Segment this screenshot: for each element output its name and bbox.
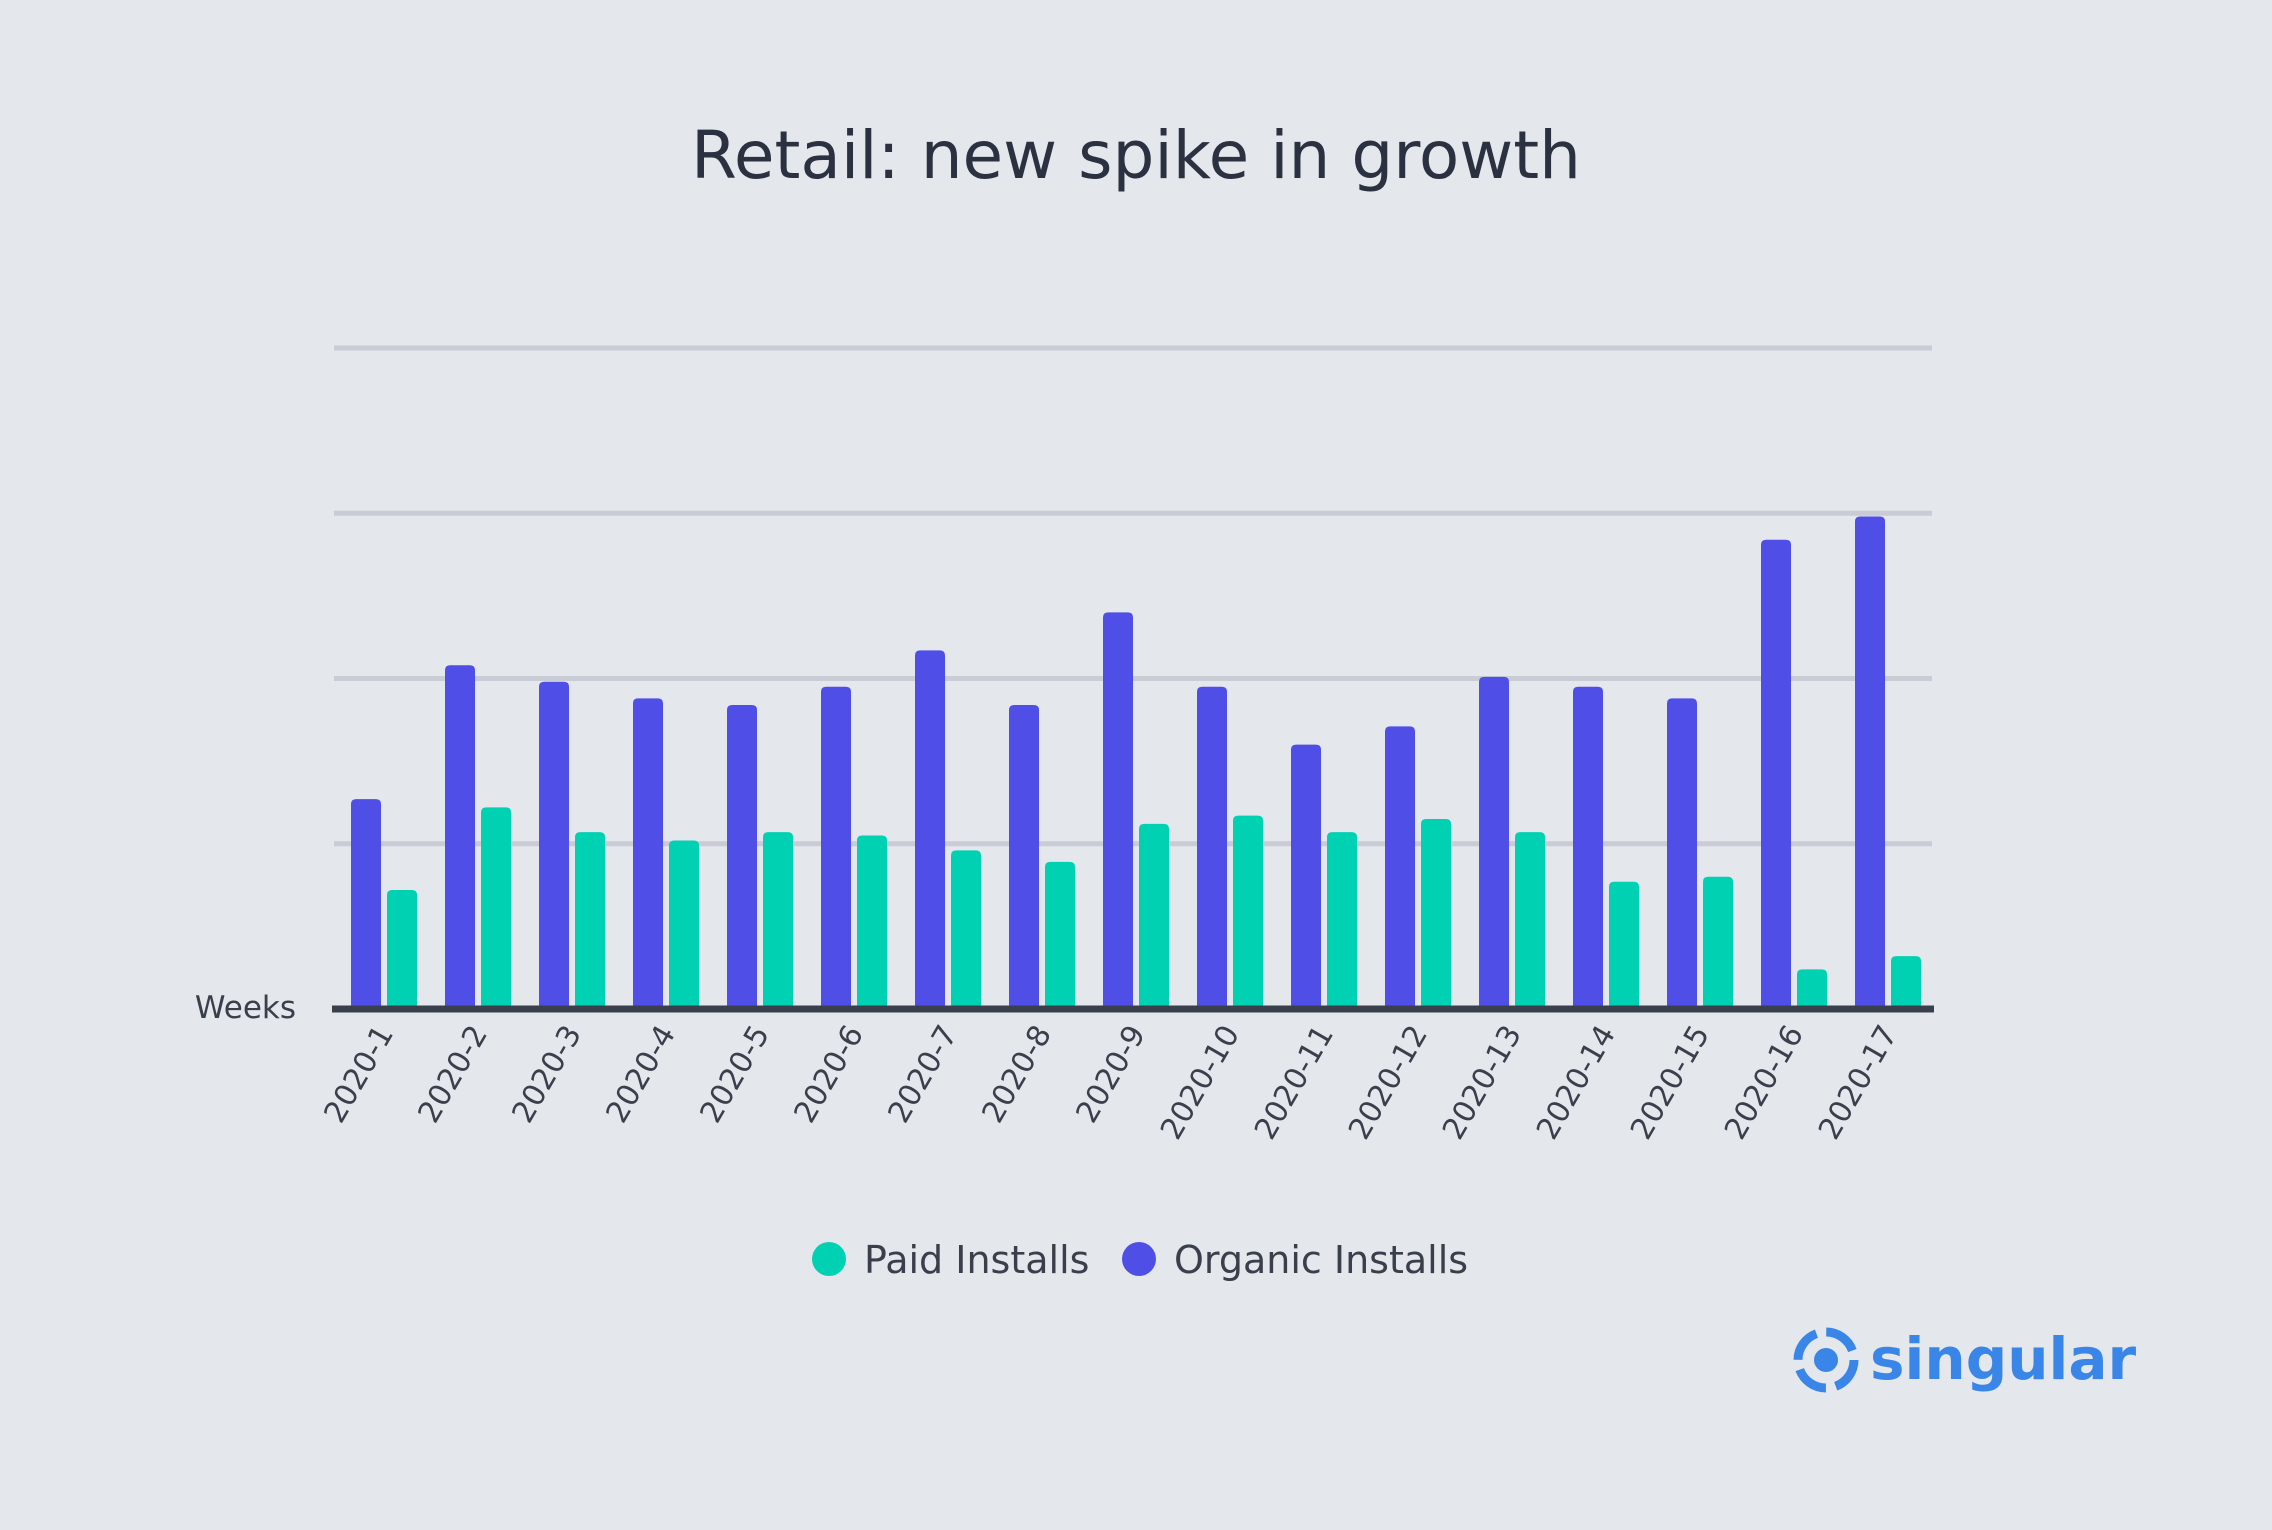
x-tick-label: 2020-16 xyxy=(1718,1020,1811,1146)
bar-organic-installs-2020-15 xyxy=(1667,698,1697,1009)
bar-paid-installs-2020-1 xyxy=(387,890,417,1009)
bar-organic-installs-2020-3 xyxy=(539,681,569,1009)
bar-paid-installs-2020-14 xyxy=(1609,881,1639,1009)
x-tick-label: 2020-8 xyxy=(975,1020,1058,1130)
bar-paid-installs-2020-13 xyxy=(1515,832,1545,1009)
x-tick-label: 2020-14 xyxy=(1530,1020,1623,1146)
x-tick-label: 2020-13 xyxy=(1436,1020,1529,1146)
bar-paid-installs-2020-10 xyxy=(1233,815,1263,1009)
x-tick-label: 2020-17 xyxy=(1812,1020,1905,1146)
bar-organic-installs-2020-2 xyxy=(445,665,475,1009)
bar-paid-installs-2020-3 xyxy=(575,832,605,1009)
bar-paid-installs-2020-4 xyxy=(669,840,699,1009)
x-tick-label: 2020-12 xyxy=(1342,1020,1435,1146)
x-tick-label: 2020-5 xyxy=(693,1020,776,1130)
bar-paid-installs-2020-9 xyxy=(1139,823,1169,1009)
bar-paid-installs-2020-8 xyxy=(1045,861,1075,1009)
bars xyxy=(351,516,1921,1009)
bar-paid-installs-2020-11 xyxy=(1327,832,1357,1009)
x-tick-labels: 2020-1 2020-2 2020-3 2020-4 2020-5 2020-6 2020… xyxy=(317,1020,1904,1146)
legend-swatch-paid-installs xyxy=(812,1242,846,1276)
bar-organic-installs-2020-12 xyxy=(1385,726,1415,1009)
bar-paid-installs-2020-12 xyxy=(1421,818,1451,1009)
bar-paid-installs-2020-15 xyxy=(1703,876,1733,1009)
bar-organic-installs-2020-9 xyxy=(1103,612,1133,1009)
bar-organic-installs-2020-11 xyxy=(1291,744,1321,1009)
x-tick-label: 2020-15 xyxy=(1624,1020,1717,1146)
bar-organic-installs-2020-1 xyxy=(351,799,381,1009)
x-tick-label: 2020-6 xyxy=(787,1020,870,1130)
bar-organic-installs-2020-6 xyxy=(821,686,851,1009)
legend-swatch-organic-installs xyxy=(1122,1242,1156,1276)
bar-paid-installs-2020-17 xyxy=(1891,956,1921,1009)
bar-organic-installs-2020-10 xyxy=(1197,686,1227,1009)
bar-paid-installs-2020-6 xyxy=(857,835,887,1009)
bar-organic-installs-2020-8 xyxy=(1009,704,1039,1009)
bar-paid-installs-2020-5 xyxy=(763,832,793,1009)
x-tick-label: 2020-11 xyxy=(1248,1020,1341,1146)
x-tick-label: 2020-3 xyxy=(505,1020,588,1130)
bar-organic-installs-2020-13 xyxy=(1479,676,1509,1009)
bar-paid-installs-2020-7 xyxy=(951,850,981,1009)
legend-label-organic-installs: Organic Installs xyxy=(1174,1238,1468,1282)
chart-title: Retail: new spike in growth xyxy=(691,117,1581,194)
bar-organic-installs-2020-5 xyxy=(727,704,757,1009)
bar-paid-installs-2020-16 xyxy=(1797,969,1827,1009)
x-tick-label: 2020-7 xyxy=(881,1020,964,1130)
bar-paid-installs-2020-2 xyxy=(481,807,511,1009)
bar-organic-installs-2020-17 xyxy=(1855,516,1885,1009)
bar-organic-installs-2020-16 xyxy=(1761,539,1791,1009)
x-tick-label: 2020-10 xyxy=(1154,1020,1247,1146)
bar-organic-installs-2020-7 xyxy=(915,650,945,1009)
x-tick-label: 2020-1 xyxy=(317,1020,400,1130)
brand-name: singular xyxy=(1870,1325,2137,1393)
brand-logo: singular xyxy=(1793,1325,2137,1393)
legend: Paid Installs Organic Installs xyxy=(812,1238,1468,1282)
bar-organic-installs-2020-14 xyxy=(1573,686,1603,1009)
singular-logo-icon xyxy=(1793,1327,1859,1393)
x-tick-label: 2020-2 xyxy=(411,1020,494,1130)
x-tick-label: 2020-9 xyxy=(1069,1020,1152,1130)
x-axis-label: Weeks xyxy=(195,990,296,1026)
legend-label-paid-installs: Paid Installs xyxy=(864,1238,1089,1282)
x-tick-label: 2020-4 xyxy=(599,1020,682,1130)
bar-organic-installs-2020-4 xyxy=(633,698,663,1009)
